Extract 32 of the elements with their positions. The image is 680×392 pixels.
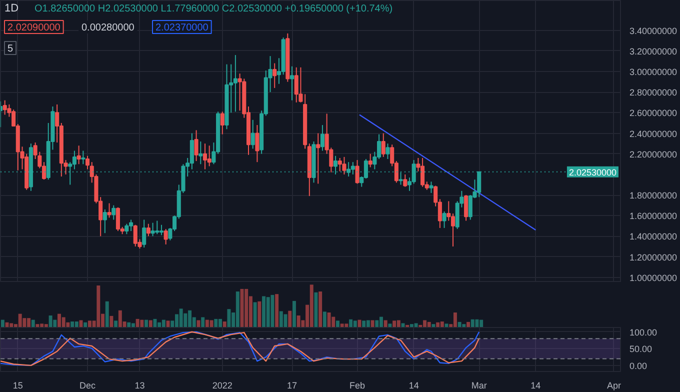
chart-subtitle: O1.82650000 H2.02530000 L1.77960000 C2.02530000 +0.19650000 (+10.74%) <box>34 4 393 14</box>
x-tick-label: 14 <box>408 380 419 390</box>
y-tick-label: 3.40000000 <box>630 26 678 36</box>
x-tick-label: Dec <box>80 380 96 390</box>
annotation: 2.02090000 <box>8 22 61 34</box>
y-tick-label: 2.80000000 <box>630 88 678 98</box>
x-tick-label: 13 <box>134 380 145 390</box>
y-tick-label: 1.80000000 <box>630 190 678 201</box>
x-tick-label: Feb <box>350 380 366 390</box>
x-tick-label: Apr <box>606 380 621 390</box>
annotation: 5 <box>8 44 14 54</box>
x-tick-label: 14 <box>530 380 541 390</box>
y-tick-label: 1.00000000 <box>630 272 678 283</box>
x-tick-label: 17 <box>287 380 298 390</box>
x-tick-label: 15 <box>12 380 23 390</box>
y-tick-label: 2.40000000 <box>630 128 678 139</box>
x-tick-label: 2022 <box>212 380 232 390</box>
y-tick-label: 3.20000000 <box>630 46 678 56</box>
y-tick-label: 100.00 <box>630 327 658 338</box>
y-tick-label: 1.20000000 <box>630 252 678 262</box>
y-tick-label: 2.60000000 <box>630 108 678 118</box>
y-tick-label: 1.40000000 <box>630 232 678 242</box>
annotation: 0.00280000 <box>82 22 135 34</box>
y-tick-label: 1.60000000 <box>630 211 678 222</box>
ref-line-label: 2.02530000 <box>568 167 617 178</box>
annotation: 2.02370000 <box>156 22 209 34</box>
chart-title: 1D <box>4 2 19 14</box>
x-tick-label: Mar <box>471 380 487 390</box>
y-tick-label: 3.00000000 <box>630 67 678 78</box>
y-tick-label: 2.20000000 <box>630 149 678 160</box>
y-tick-label: 50.00 <box>630 344 652 354</box>
y-tick-label: 0.00 <box>630 360 648 371</box>
